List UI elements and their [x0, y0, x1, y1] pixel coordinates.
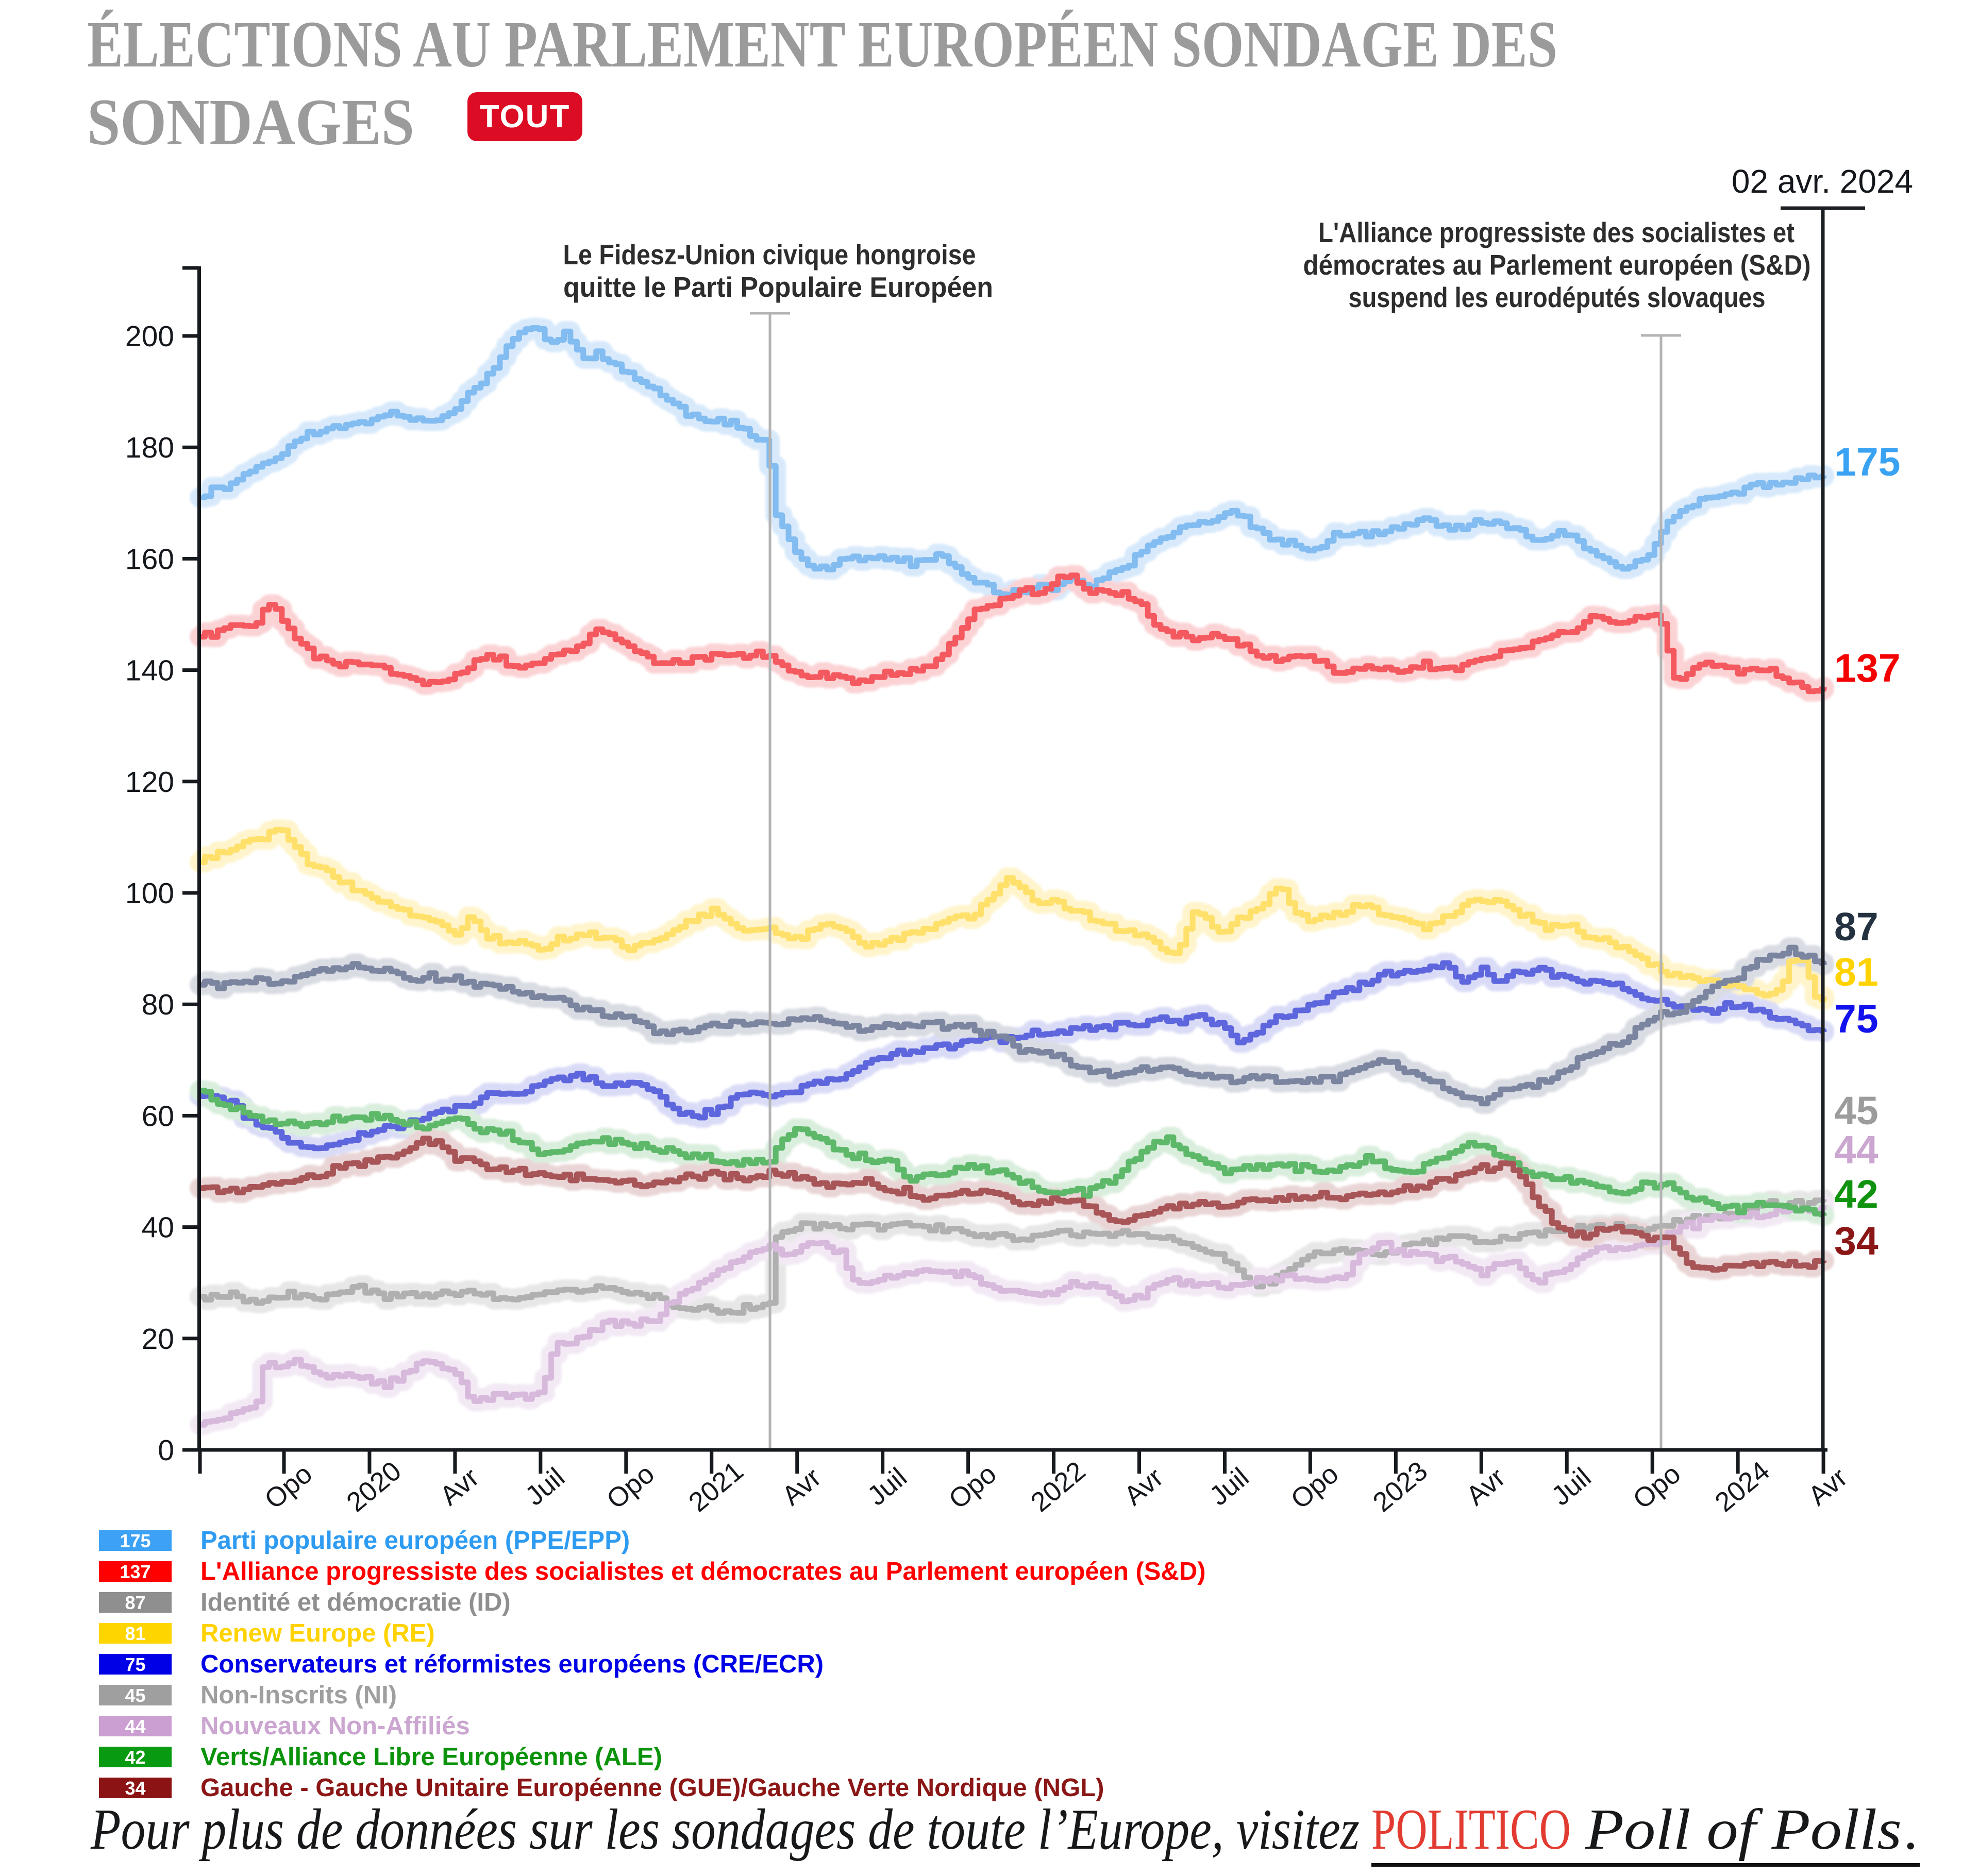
svg-text:81: 81	[1834, 950, 1879, 994]
svg-text:quitte le Parti Populaire Euro: quitte le Parti Populaire Européen	[563, 271, 993, 303]
svg-text:Avr: Avr	[776, 1462, 827, 1512]
svg-text:Opo: Opo	[601, 1459, 660, 1515]
svg-text:.: .	[1905, 1798, 1919, 1862]
svg-text:Poll of Polls: Poll of Polls	[1585, 1798, 1902, 1862]
svg-text:20: 20	[142, 1323, 174, 1356]
svg-text:137: 137	[1834, 646, 1900, 690]
svg-text:180: 180	[125, 431, 174, 464]
svg-text:44: 44	[1834, 1128, 1879, 1172]
svg-text:Avr: Avr	[1118, 1462, 1169, 1512]
svg-text:100: 100	[125, 877, 174, 910]
svg-text:02 avr. 2024: 02 avr. 2024	[1732, 163, 1913, 200]
svg-text:2024: 2024	[1709, 1456, 1775, 1518]
svg-text:75: 75	[1834, 997, 1879, 1041]
svg-text:Opo: Opo	[1628, 1459, 1687, 1515]
svg-text:Avr: Avr	[1461, 1462, 1511, 1512]
svg-text:0: 0	[158, 1434, 174, 1467]
svg-text:suspend les eurodéputés slovaq: suspend les eurodéputés slovaques	[1349, 281, 1766, 313]
svg-text:200: 200	[125, 320, 174, 353]
svg-text:2021: 2021	[683, 1456, 749, 1518]
svg-text:Opo: Opo	[259, 1459, 318, 1515]
svg-text:160: 160	[125, 543, 174, 576]
svg-text:45: 45	[1834, 1089, 1879, 1133]
svg-text:SONDAGES: SONDAGES	[87, 86, 414, 159]
svg-text:Juil: Juil	[519, 1462, 571, 1511]
svg-text:Avr: Avr	[1803, 1462, 1853, 1512]
svg-text:87: 87	[1834, 905, 1879, 949]
svg-text:Opo: Opo	[943, 1459, 1002, 1515]
svg-text:2020: 2020	[341, 1456, 407, 1518]
svg-text:Pour plus de données sur les s: Pour plus de données sur les sondages de…	[90, 1798, 1360, 1862]
svg-text:40: 40	[142, 1211, 174, 1244]
svg-text:175: 175	[1834, 440, 1900, 484]
svg-text:140: 140	[125, 654, 174, 687]
svg-text:80: 80	[142, 988, 174, 1021]
svg-text:60: 60	[142, 1100, 174, 1133]
svg-text:Juil: Juil	[1546, 1462, 1597, 1511]
svg-text:Avr: Avr	[434, 1462, 485, 1512]
svg-text:POLITICO: POLITICO	[1371, 1798, 1571, 1862]
svg-text:Juil: Juil	[862, 1462, 913, 1511]
svg-text:2022: 2022	[1025, 1456, 1091, 1518]
svg-text:34: 34	[1834, 1219, 1879, 1263]
svg-text:ÉLECTIONS AU PARLEMENT EUROPÉE: ÉLECTIONS AU PARLEMENT EUROPÉEN SONDAGE …	[87, 8, 1557, 81]
svg-text:2023: 2023	[1367, 1456, 1433, 1518]
svg-text:120: 120	[125, 766, 174, 799]
svg-text:Juil: Juil	[1204, 1462, 1255, 1511]
svg-text:Le Fidesz-Union civique hongro: Le Fidesz-Union civique hongroise	[563, 239, 976, 271]
svg-text:L'Alliance progressiste des so: L'Alliance progressiste des socialistes …	[1318, 216, 1794, 248]
svg-text:démocrates au Parlement europé: démocrates au Parlement européen (S&D)	[1303, 249, 1811, 281]
svg-text:42: 42	[1834, 1172, 1879, 1216]
svg-text:Opo: Opo	[1285, 1459, 1345, 1515]
